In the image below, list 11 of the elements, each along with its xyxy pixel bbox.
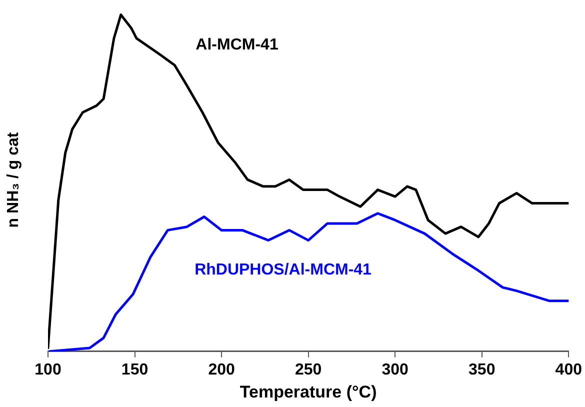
x-tick-label: 100 bbox=[34, 361, 62, 378]
series-label: Al-MCM-41 bbox=[196, 36, 278, 54]
x-tick-label: 350 bbox=[468, 361, 496, 378]
x-tick-label: 400 bbox=[555, 361, 582, 378]
x-tick-label: 150 bbox=[121, 361, 148, 378]
text: RhDUPHOS/Al-MCM-41 bbox=[194, 261, 372, 278]
x-tick-label: 250 bbox=[294, 361, 322, 378]
x-tick-label: 300 bbox=[382, 361, 409, 378]
y-axis-title: n NH₃ / g cat bbox=[5, 132, 23, 228]
x-tick-label: 200 bbox=[208, 361, 235, 378]
x-axis-title: Temperature (°C) bbox=[240, 382, 377, 402]
